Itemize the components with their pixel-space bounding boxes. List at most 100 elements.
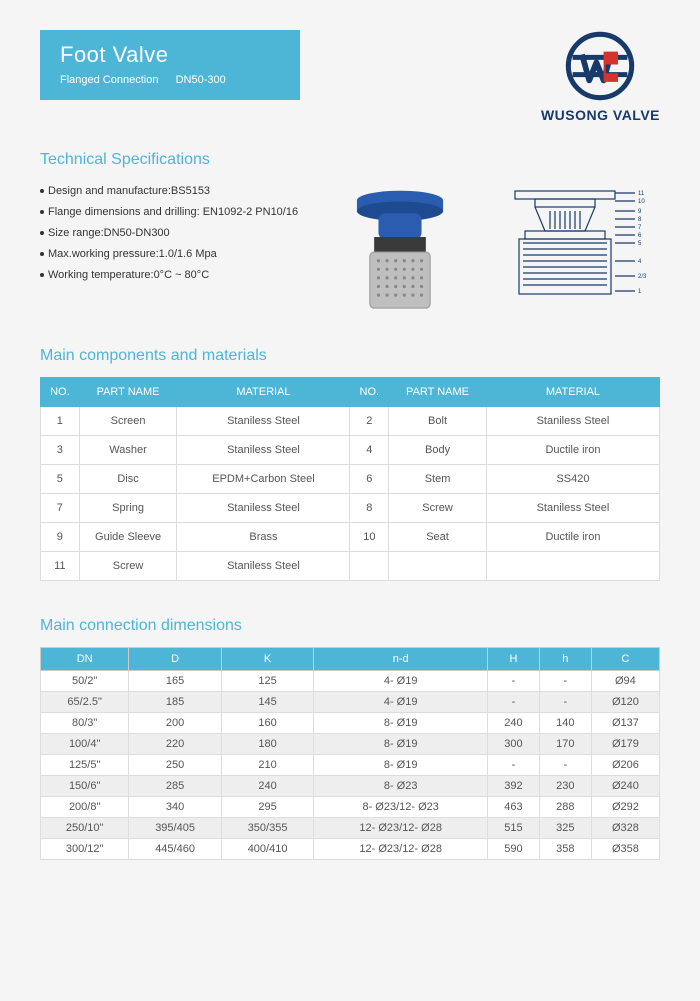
- logo-block: WUSONG VALVE: [541, 30, 660, 123]
- table-row: 100/4"2201808- Ø19300170Ø179: [41, 734, 660, 755]
- table-cell: 180: [221, 734, 314, 755]
- table-cell: Guide Sleeve: [79, 523, 177, 552]
- table-cell: 12- Ø23/12- Ø28: [314, 839, 488, 860]
- table-cell: 80/3": [41, 713, 129, 734]
- table-cell: Ductile iron: [486, 436, 659, 465]
- th-dim: K: [221, 648, 314, 671]
- table-cell: -: [539, 755, 591, 776]
- th-no: NO.: [41, 378, 80, 407]
- spec-text: Design and manufacture:BS5153: [48, 185, 210, 197]
- table-cell: Staniless Steel: [486, 407, 659, 436]
- table-cell: 8: [350, 494, 389, 523]
- svg-text:9: 9: [638, 209, 642, 215]
- table-cell: 10: [350, 523, 389, 552]
- svg-text:8: 8: [638, 217, 642, 223]
- svg-text:5: 5: [638, 241, 642, 247]
- table-cell: Ø328: [591, 818, 659, 839]
- table-cell: Stem: [389, 465, 487, 494]
- table-cell: Brass: [177, 523, 350, 552]
- table-cell: 300/12": [41, 839, 129, 860]
- th-dim: D: [129, 648, 222, 671]
- table-cell: [486, 552, 659, 581]
- svg-text:2/3: 2/3: [638, 274, 647, 280]
- table-cell: Staniless Steel: [177, 407, 350, 436]
- table-cell: Spring: [79, 494, 177, 523]
- table-cell: 340: [129, 797, 222, 818]
- table-cell: 250/10": [41, 818, 129, 839]
- table-cell: 445/460: [129, 839, 222, 860]
- table-cell: 145: [221, 692, 314, 713]
- table-cell: Ø358: [591, 839, 659, 860]
- table-cell: 125/5": [41, 755, 129, 776]
- table-cell: -: [488, 755, 540, 776]
- table-cell: 8- Ø23/12- Ø23: [314, 797, 488, 818]
- table-cell: 300: [488, 734, 540, 755]
- th-dim: n-d: [314, 648, 488, 671]
- table-cell: 4: [350, 436, 389, 465]
- table-cell: 200/8": [41, 797, 129, 818]
- spec-item: Max.working pressure:1.0/1.6 Mpa: [40, 244, 310, 265]
- table-cell: -: [488, 671, 540, 692]
- table-row: 1ScreenStaniless Steel2BoltStaniless Ste…: [41, 407, 660, 436]
- product-photo: [330, 181, 470, 321]
- page-title: Foot Valve: [60, 42, 280, 68]
- table-cell: SS420: [486, 465, 659, 494]
- table-row: 150/6"2852408- Ø23392230Ø240: [41, 776, 660, 797]
- table-row: 5DiscEPDM+Carbon Steel6StemSS420: [41, 465, 660, 494]
- th-part: PART NAME: [389, 378, 487, 407]
- spec-item: Flange dimensions and drilling: EN1092-2…: [40, 202, 310, 223]
- svg-text:6: 6: [638, 233, 642, 239]
- th-material: MATERIAL: [177, 378, 350, 407]
- table-cell: EPDM+Carbon Steel: [177, 465, 350, 494]
- table-cell: [350, 552, 389, 581]
- table-cell: Staniless Steel: [177, 436, 350, 465]
- svg-text:10: 10: [638, 199, 645, 205]
- table-cell: Ø120: [591, 692, 659, 713]
- table-cell: 5: [41, 465, 80, 494]
- title-box: Foot Valve Flanged Connection DN50-300: [40, 30, 300, 100]
- table-cell: 590: [488, 839, 540, 860]
- spec-row: Design and manufacture:BS5153 Flange dim…: [40, 181, 660, 321]
- table-cell: 285: [129, 776, 222, 797]
- spec-text: Max.working pressure:1.0/1.6 Mpa: [48, 248, 217, 260]
- table-cell: 9: [41, 523, 80, 552]
- table-cell: Disc: [79, 465, 177, 494]
- table-cell: 8- Ø23: [314, 776, 488, 797]
- svg-text:7: 7: [638, 225, 642, 231]
- spec-item: Working temperature:0°C ~ 80°C: [40, 265, 310, 286]
- table-cell: 140: [539, 713, 591, 734]
- table-row: 50/2"1651254- Ø19--Ø94: [41, 671, 660, 692]
- table-cell: Ductile iron: [486, 523, 659, 552]
- table-cell: 165: [129, 671, 222, 692]
- table-cell: 3: [41, 436, 80, 465]
- spec-list: Design and manufacture:BS5153 Flange dim…: [40, 181, 310, 285]
- table-cell: Staniless Steel: [177, 494, 350, 523]
- spec-text: Flange dimensions and drilling: EN1092-2…: [48, 206, 298, 218]
- table-cell: Ø206: [591, 755, 659, 776]
- logo-icon: [564, 30, 636, 102]
- th-dim: C: [591, 648, 659, 671]
- table-cell: 400/410: [221, 839, 314, 860]
- table-cell: Bolt: [389, 407, 487, 436]
- table-cell: 160: [221, 713, 314, 734]
- th-part: PART NAME: [79, 378, 177, 407]
- table-cell: Body: [389, 436, 487, 465]
- table-cell: 11: [41, 552, 80, 581]
- table-cell: 350/355: [221, 818, 314, 839]
- table-cell: 12- Ø23/12- Ø28: [314, 818, 488, 839]
- table-cell: 392: [488, 776, 540, 797]
- table-cell: -: [539, 692, 591, 713]
- table-cell: Ø179: [591, 734, 659, 755]
- table-cell: 240: [221, 776, 314, 797]
- table-row: 3WasherStaniless Steel4BodyDuctile iron: [41, 436, 660, 465]
- table-cell: 4- Ø19: [314, 692, 488, 713]
- table-cell: Ø240: [591, 776, 659, 797]
- table-cell: 250: [129, 755, 222, 776]
- table-cell: 185: [129, 692, 222, 713]
- table-cell: 7: [41, 494, 80, 523]
- table-cell: Ø94: [591, 671, 659, 692]
- table-row: 125/5"2502108- Ø19--Ø206: [41, 755, 660, 776]
- th-dim: h: [539, 648, 591, 671]
- svg-text:1: 1: [638, 289, 642, 295]
- table-cell: 100/4": [41, 734, 129, 755]
